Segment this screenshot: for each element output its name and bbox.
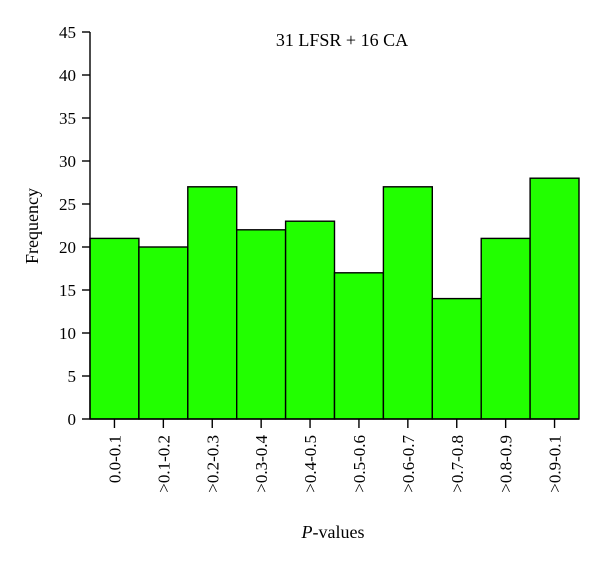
bar-7 <box>382 186 433 420</box>
x-tick-label: 0.0-0.1 <box>105 435 124 483</box>
y-tick-label: 5 <box>68 367 77 386</box>
bars-group <box>89 177 580 420</box>
y-tick-label: 30 <box>59 152 76 171</box>
bar-1 <box>89 237 140 420</box>
y-axis: 0 5 10 15 20 25 30 35 40 45 <box>59 23 91 429</box>
x-axis-label: P-values <box>301 522 365 542</box>
bar-2 <box>138 246 189 420</box>
x-axis: 0.0-0.1 >0.1-0.2 >0.2-0.3 >0.3-0.4 >0.4-0.5 >… <box>90 418 579 493</box>
x-tick-label: >0.2-0.3 <box>203 435 222 493</box>
y-tick-label: 45 <box>59 23 76 42</box>
x-axis-label-rest: -values <box>313 522 365 542</box>
x-tick-label: >0.3-0.4 <box>252 435 271 493</box>
bar-4 <box>235 229 287 420</box>
x-tick-label: >0.9-0.1 <box>546 435 565 493</box>
y-tick-label: 20 <box>59 238 76 257</box>
x-tick-label: >0.1-0.2 <box>154 435 173 493</box>
y-tick-label: 25 <box>59 195 76 214</box>
y-tick-label: 40 <box>59 66 76 85</box>
bar-5 <box>284 220 336 420</box>
y-axis-label: Frequency <box>22 188 42 264</box>
bar-9 <box>480 237 531 420</box>
bar-8 <box>431 297 482 420</box>
bar-3 <box>187 186 238 420</box>
y-tick-label: 15 <box>59 281 76 300</box>
x-tick-label: >0.5-0.6 <box>350 435 369 493</box>
y-tick-label: 35 <box>59 109 76 128</box>
bar-6 <box>333 272 385 420</box>
x-tick-label: >0.4-0.5 <box>301 435 320 493</box>
chart-title: 31 LFSR + 16 CA <box>276 30 408 50</box>
y-tick-label: 0 <box>68 410 77 429</box>
y-tick-label: 10 <box>59 324 76 343</box>
x-axis-label-italic: P <box>301 522 313 542</box>
x-tick-label: >0.6-0.7 <box>399 435 418 493</box>
bar-10 <box>529 177 580 420</box>
x-tick-label: >0.8-0.9 <box>497 435 516 493</box>
x-tick-label: >0.7-0.8 <box>448 435 467 493</box>
